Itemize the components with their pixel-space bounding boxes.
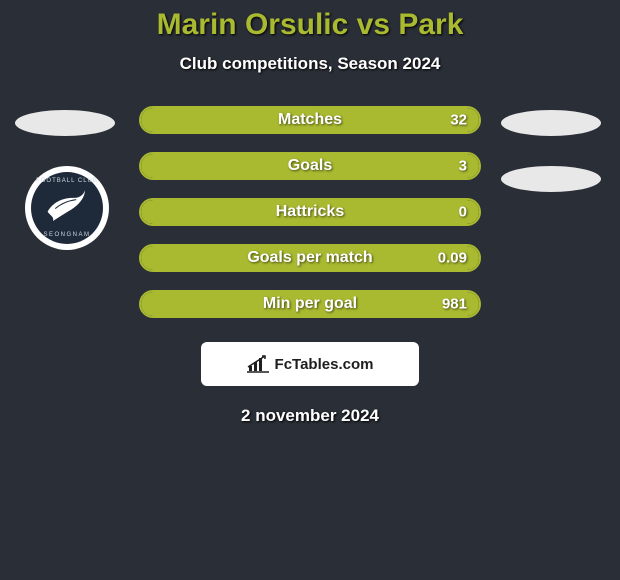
magpie-icon bbox=[43, 186, 91, 226]
stat-label: Goals per match bbox=[141, 249, 479, 267]
stats-column: Matches 32 Goals 3 Hattricks 0 Goals per… bbox=[139, 106, 481, 318]
left-player-column: FOOTBALL CLUB SEONGNAM bbox=[15, 106, 119, 250]
stat-bar-matches: Matches 32 bbox=[139, 106, 481, 134]
stat-value: 981 bbox=[442, 296, 467, 313]
player1-club-badge: FOOTBALL CLUB SEONGNAM bbox=[25, 166, 109, 250]
comparison-card: Marin Orsulic vs Park Club competitions,… bbox=[0, 0, 620, 426]
stat-value: 0.09 bbox=[438, 250, 467, 267]
stat-value: 3 bbox=[459, 158, 467, 175]
source-badge[interactable]: FcTables.com bbox=[201, 342, 419, 386]
badge-top-text: FOOTBALL CLUB bbox=[36, 178, 98, 184]
stat-value: 0 bbox=[459, 204, 467, 221]
source-text: FcTables.com bbox=[275, 356, 374, 373]
stat-bar-min-per-goal: Min per goal 981 bbox=[139, 290, 481, 318]
stat-label: Goals bbox=[141, 157, 479, 175]
player2-club-placeholder bbox=[501, 166, 601, 192]
seongnam-badge: FOOTBALL CLUB SEONGNAM bbox=[31, 172, 103, 244]
right-player-column bbox=[501, 106, 605, 192]
stat-value: 32 bbox=[450, 112, 467, 129]
main-row: FOOTBALL CLUB SEONGNAM Matches 32 Goals bbox=[0, 106, 620, 318]
player1-photo-placeholder bbox=[15, 110, 115, 136]
stat-bar-goals-per-match: Goals per match 0.09 bbox=[139, 244, 481, 272]
subtitle: Club competitions, Season 2024 bbox=[0, 54, 620, 74]
stat-label: Hattricks bbox=[141, 203, 479, 221]
bar-chart-icon bbox=[247, 355, 269, 373]
date: 2 november 2024 bbox=[0, 406, 620, 426]
stat-label: Matches bbox=[141, 111, 479, 129]
stat-bar-goals: Goals 3 bbox=[139, 152, 481, 180]
player2-photo-placeholder bbox=[501, 110, 601, 136]
stat-label: Min per goal bbox=[141, 295, 479, 313]
badge-bottom-text: SEONGNAM bbox=[43, 232, 90, 238]
page-title: Marin Orsulic vs Park bbox=[0, 8, 620, 42]
stat-bar-hattricks: Hattricks 0 bbox=[139, 198, 481, 226]
